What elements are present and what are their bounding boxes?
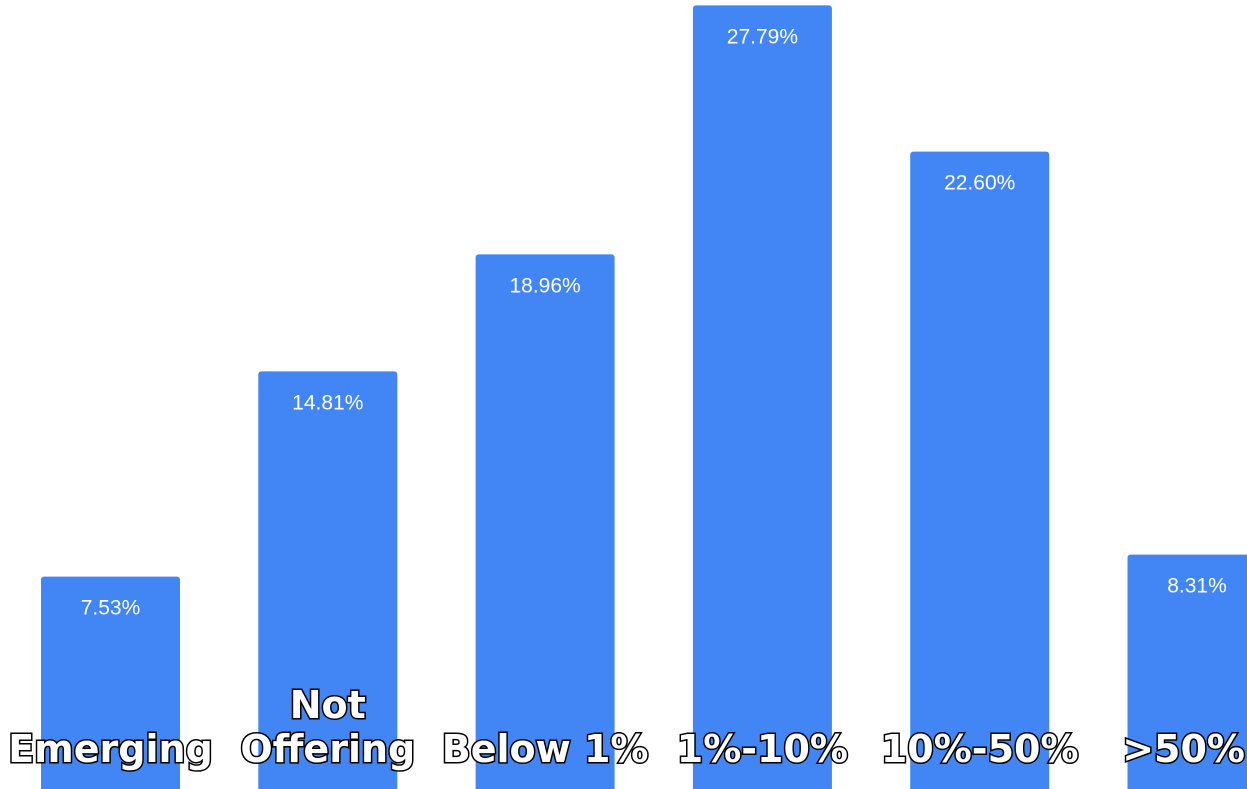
bar-1 bbox=[258, 371, 398, 789]
bar-0 bbox=[41, 576, 180, 789]
category-label-5: >50% bbox=[1122, 727, 1245, 771]
bar-4 bbox=[910, 151, 1050, 789]
bar-value-label-3: 27.79% bbox=[727, 25, 798, 48]
bars-group bbox=[41, 5, 1247, 789]
bar-5 bbox=[1127, 554, 1247, 789]
category-label-2: Below 1% bbox=[442, 727, 649, 771]
bar-value-label-0: 7.53% bbox=[81, 597, 141, 620]
bar-value-label-1: 14.81% bbox=[292, 391, 363, 414]
bar-3 bbox=[692, 5, 832, 789]
category-label-1-line-1: Offering bbox=[240, 727, 415, 771]
category-label-3: 1%-10% bbox=[677, 727, 848, 771]
category-label-1-line-0: Not bbox=[290, 683, 366, 727]
category-label-0: Emerging bbox=[8, 727, 213, 771]
bar-value-label-5: 8.31% bbox=[1167, 575, 1227, 598]
category-label-4: 10%-50% bbox=[881, 727, 1079, 771]
bar-value-label-4: 22.60% bbox=[944, 172, 1015, 195]
bar-2 bbox=[475, 254, 615, 789]
bar-value-label-2: 18.96% bbox=[509, 274, 580, 297]
value-labels-group: 7.53% 14.81% 18.96% 27.79% 22.60% 8.31% bbox=[81, 25, 1227, 619]
